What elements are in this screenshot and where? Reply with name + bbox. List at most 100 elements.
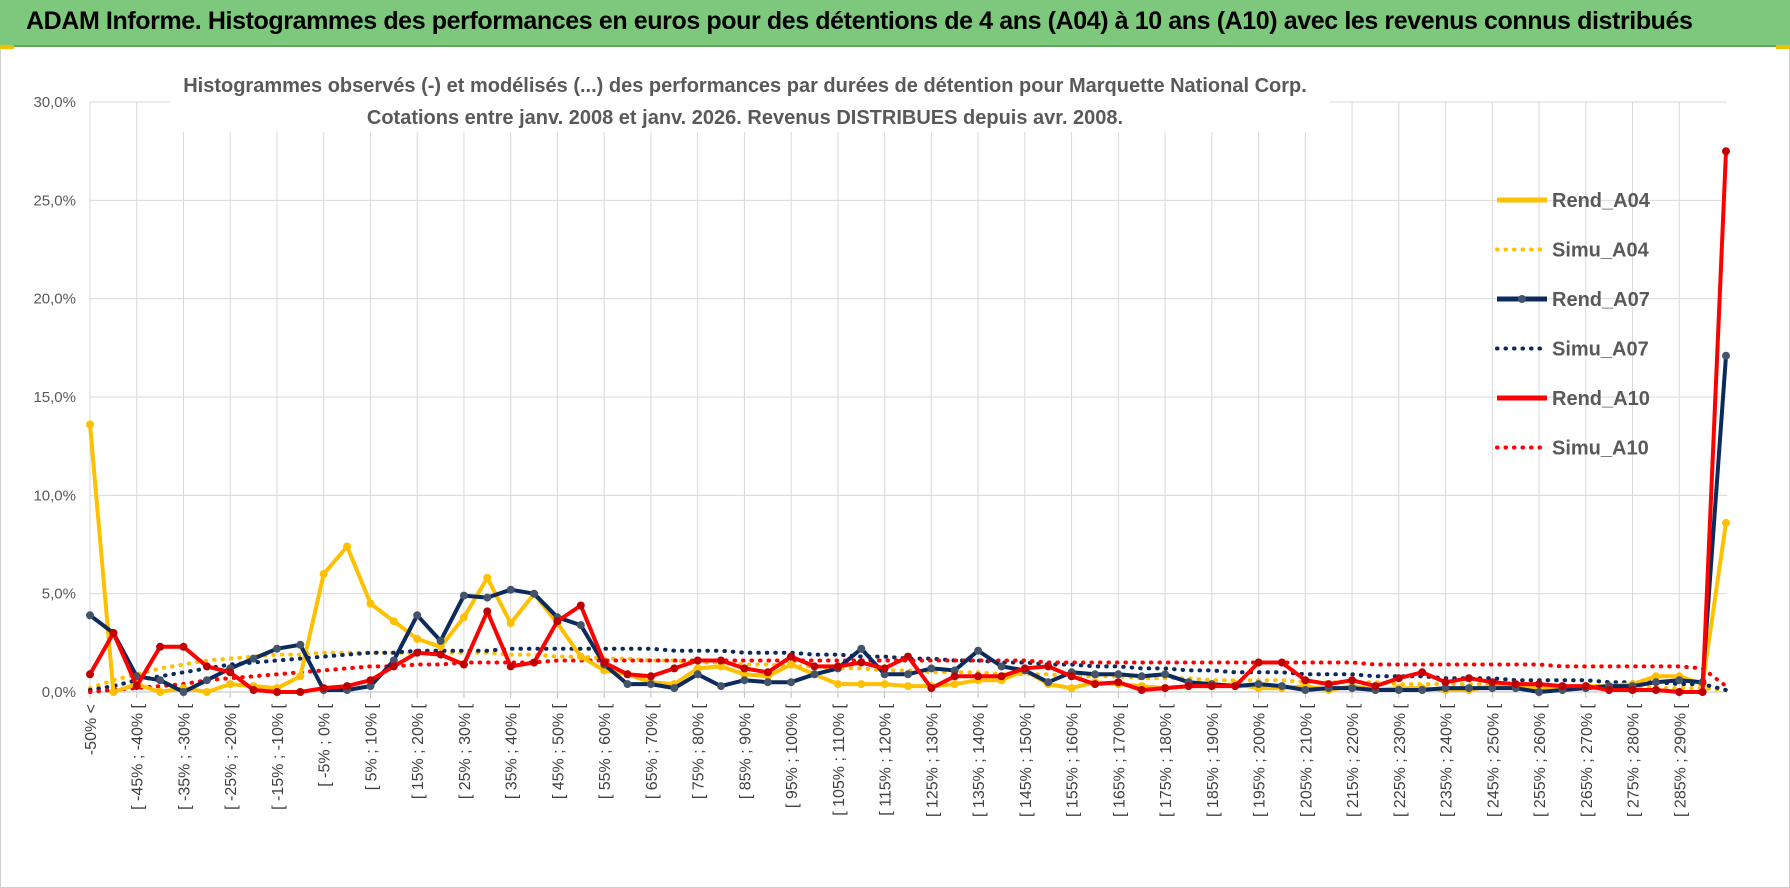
data-point-Rend_A10 [1044, 662, 1053, 671]
data-point-Rend_A07 [273, 644, 281, 653]
data-point-Rend_A10 [1511, 680, 1520, 689]
data-point-Rend_A07 [646, 680, 655, 689]
data-point-Rend_A10 [950, 672, 959, 681]
x-tick-label: [ 175% ; 180% [ [1158, 703, 1175, 817]
data-point-Rend_A10 [506, 662, 515, 671]
data-point-Rend_A07 [530, 589, 539, 598]
data-point-Rend_A10 [1231, 682, 1240, 691]
data-point-Rend_A07 [950, 666, 959, 675]
data-point-Rend_A10 [296, 688, 305, 696]
data-point-Rend_A07 [1418, 686, 1427, 694]
data-point-Rend_A10 [1020, 664, 1029, 673]
x-tick-label: [ 205% ; 210% [ [1298, 703, 1315, 817]
data-point-Rend_A07 [389, 656, 398, 665]
data-point-Rend_A07 [506, 585, 515, 594]
data-point-Rend_A10 [273, 688, 281, 696]
data-point-Rend_A10 [1207, 682, 1216, 691]
data-point-Rend_A04 [787, 660, 796, 669]
data-point-Rend_A10 [366, 676, 375, 685]
data-point-Rend_A10 [1628, 686, 1637, 694]
data-point-Rend_A07 [1441, 684, 1450, 693]
data-point-Rend_A10 [1581, 682, 1590, 691]
data-point-Rend_A07 [1348, 684, 1357, 693]
data-point-Rend_A07 [459, 591, 468, 600]
x-tick-label: [ -15% ; -10% [ [270, 703, 287, 809]
x-tick-label: [ 115% ; 120% [ [878, 703, 895, 815]
data-point-Rend_A04 [950, 680, 959, 689]
legend-label: Simu_A10 [1552, 438, 1649, 460]
data-point-Rend_A10 [1301, 676, 1310, 685]
data-point-Rend_A10 [717, 656, 725, 665]
x-tick-label: [ 95% ; 100% [ [784, 703, 801, 808]
data-point-Rend_A10 [787, 652, 796, 661]
data-point-Rend_A10 [1137, 686, 1146, 694]
series-Rend_A07 [86, 351, 1730, 696]
legend-label: Simu_A07 [1552, 339, 1649, 361]
data-point-Rend_A07 [623, 680, 632, 689]
data-point-Rend_A10 [600, 658, 609, 667]
data-point-Rend_A07 [86, 611, 94, 620]
series-line-Rend_A07 [88, 355, 1728, 694]
data-point-Rend_A07 [1651, 678, 1660, 687]
legend-label: Simu_A04 [1552, 240, 1650, 262]
legend-item-Simu_A04: Simu_A04 [1495, 240, 1650, 262]
x-tick-label: -50% < [83, 704, 100, 755]
x-tick-label: [ 65% ; 70% [ [644, 703, 661, 799]
data-point-Rend_A10 [1464, 674, 1473, 683]
data-point-Rend_A04 [904, 682, 912, 691]
legend-item-Simu_A07: Simu_A07 [1495, 339, 1649, 361]
data-point-Rend_A10 [1277, 658, 1286, 667]
data-point-Rend_A04 [343, 542, 352, 551]
data-point-Rend_A07 [1464, 684, 1473, 693]
y-tick-label: 20,0% [33, 291, 76, 308]
data-point-Rend_A07 [1114, 670, 1123, 679]
data-point-Rend_A07 [1394, 686, 1403, 694]
data-point-Rend_A10 [156, 642, 165, 651]
data-point-Rend_A04 [576, 652, 585, 661]
series-Simu_A07 [88, 646, 1728, 692]
x-tick-label: [ 165% ; 170% [ [1111, 703, 1128, 817]
legend-item-Rend_A07: Rend_A07 [1497, 289, 1650, 311]
y-tick-label: 15,0% [33, 389, 76, 406]
data-point-Rend_A10 [670, 664, 679, 673]
data-point-Rend_A07 [1254, 680, 1263, 689]
y-tick-label: 0,0% [42, 684, 76, 701]
data-point-Rend_A04 [740, 670, 749, 679]
data-point-Rend_A07 [1722, 351, 1730, 360]
data-point-Rend_A07 [1488, 684, 1497, 693]
data-point-Rend_A07 [670, 684, 679, 693]
data-point-Rend_A10 [904, 652, 912, 661]
data-point-Rend_A10 [1488, 678, 1497, 687]
data-point-Rend_A04 [366, 599, 375, 608]
data-point-Rend_A10 [343, 682, 352, 691]
data-point-Rend_A04 [413, 634, 422, 643]
data-point-Rend_A10 [1114, 678, 1123, 687]
series-line-Simu_A10 [88, 658, 1728, 694]
data-point-Rend_A04 [1651, 672, 1660, 681]
data-point-Rend_A10 [833, 662, 842, 671]
data-point-Rend_A07 [296, 640, 305, 649]
data-point-Rend_A07 [1277, 682, 1286, 691]
data-point-Rend_A10 [810, 662, 819, 671]
data-point-Rend_A10 [646, 672, 655, 681]
data-point-Rend_A07 [1044, 678, 1053, 687]
data-point-Rend_A10 [1184, 682, 1193, 691]
data-point-Rend_A04 [506, 619, 515, 628]
data-point-Rend_A10 [459, 660, 468, 669]
data-point-Rend_A07 [1675, 676, 1684, 685]
legend-item-Simu_A10: Simu_A10 [1495, 438, 1649, 460]
data-point-Rend_A10 [1675, 688, 1684, 696]
data-point-Rend_A07 [1091, 670, 1099, 679]
legend-marker [1518, 295, 1526, 303]
y-tick-label: 10,0% [33, 487, 76, 504]
data-point-Rend_A04 [109, 688, 118, 696]
y-tick-label: 5,0% [42, 586, 76, 603]
x-tick-label: [ 85% ; 90% [ [737, 703, 754, 799]
data-point-Rend_A10 [1161, 684, 1170, 693]
title-background [170, 68, 1330, 132]
data-point-Rend_A07 [249, 654, 258, 663]
series-line-Rend_A04 [88, 424, 1728, 694]
data-point-Rend_A10 [132, 682, 141, 691]
data-point-Rend_A04 [1067, 684, 1076, 693]
